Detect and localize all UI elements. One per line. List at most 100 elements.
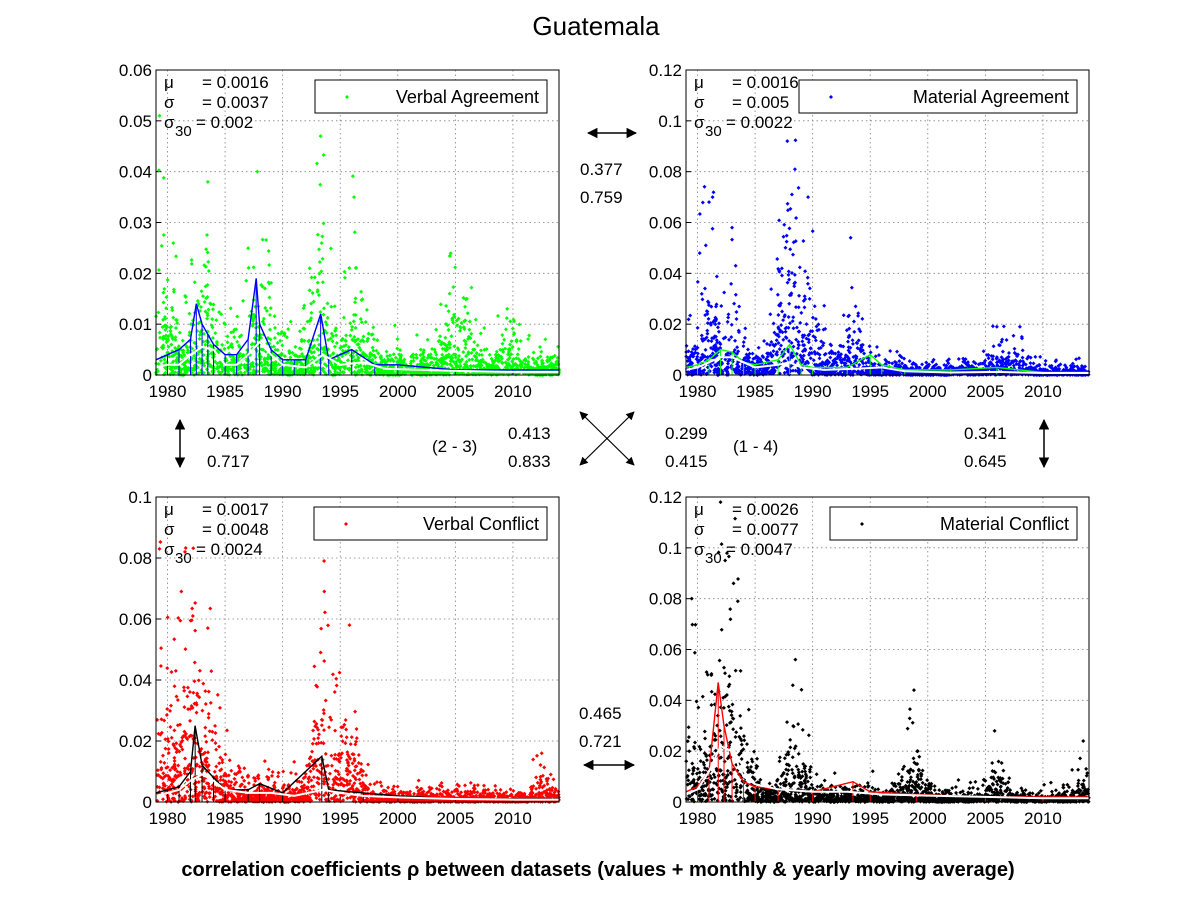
data-point: [289, 360, 294, 365]
y-tick-label: 0.05: [119, 112, 152, 131]
data-point: [315, 346, 320, 351]
data-point: [311, 344, 316, 349]
data-point: [362, 364, 367, 369]
data-point: [203, 264, 208, 269]
data-point: [490, 362, 495, 367]
data-point: [302, 338, 307, 343]
data-point: [307, 266, 312, 271]
data-point: [323, 320, 328, 325]
data-point: [175, 321, 180, 326]
data-point: [454, 362, 459, 367]
data-point: [236, 365, 241, 370]
x-tick-label: 1995: [321, 382, 359, 401]
data-point: [309, 275, 314, 280]
data-point: [156, 168, 161, 173]
data-point: [398, 358, 403, 363]
data-point: [470, 357, 475, 362]
data-point: [282, 331, 287, 336]
data-point: [450, 356, 455, 361]
data-point: [428, 352, 433, 357]
stat-value: = 0.0022: [726, 113, 793, 132]
data-point: [448, 251, 453, 256]
data-point: [242, 370, 247, 375]
data-point: [201, 353, 206, 358]
data-point: [361, 334, 366, 339]
data-point: [353, 325, 358, 330]
data-point: [537, 344, 542, 349]
data-point: [317, 365, 322, 370]
data-point: [315, 337, 320, 342]
data-point: [162, 286, 167, 291]
data-point: [162, 315, 167, 320]
data-point: [446, 309, 451, 314]
data-point: [454, 323, 459, 328]
data-point: [162, 357, 167, 362]
data-point: [321, 221, 326, 226]
data-point: [185, 358, 190, 363]
data-point: [330, 352, 335, 357]
data-point: [197, 332, 202, 337]
data-point: [319, 269, 324, 274]
data-point: [299, 361, 304, 366]
data-point: [288, 319, 293, 324]
data-point: [425, 362, 430, 367]
data-point: [518, 339, 523, 344]
x-tick-label: 2000: [379, 809, 417, 828]
x-tick-label: 2005: [436, 809, 474, 828]
data-point: [173, 370, 178, 375]
data-point: [217, 371, 222, 376]
data-point: [356, 355, 361, 360]
data-point: [463, 342, 468, 347]
data-point: [440, 352, 445, 357]
data-point: [266, 369, 271, 374]
data-point: [358, 316, 363, 321]
data-point: [351, 312, 356, 317]
data-point: [330, 339, 335, 344]
data-point: [438, 334, 443, 339]
data-point: [205, 250, 210, 255]
data-point: [307, 288, 312, 293]
x-tick-label: 1995: [321, 809, 359, 828]
data-point: [156, 310, 161, 315]
data-point: [526, 337, 531, 342]
data-point: [164, 333, 169, 338]
legend-label: Material Agreement: [913, 87, 1069, 107]
data-point: [169, 365, 174, 370]
data-point: [213, 359, 218, 364]
data-point: [158, 335, 163, 340]
data-point: [324, 363, 329, 368]
data-point: [251, 265, 256, 270]
data-point: [178, 369, 183, 374]
data-point: [228, 354, 233, 359]
data-point: [384, 349, 389, 354]
data-point: [351, 319, 356, 324]
data-point: [226, 345, 231, 350]
stat-symbol: μ: [694, 73, 704, 92]
data-point: [234, 327, 239, 332]
data-point: [376, 351, 381, 356]
data-point: [297, 329, 302, 334]
data-point: [201, 331, 206, 336]
data-point: [465, 337, 470, 342]
data-point: [205, 316, 210, 321]
data-point: [347, 367, 352, 372]
data-point: [443, 335, 448, 340]
data-point: [509, 339, 514, 344]
data-point: [251, 318, 256, 323]
data-point: [309, 316, 314, 321]
data-point: [242, 365, 247, 370]
data-point: [540, 362, 545, 367]
data-point: [229, 357, 234, 362]
data-point: [321, 369, 326, 374]
data-point: [161, 317, 166, 322]
x-tick-label: 2005: [966, 382, 1004, 401]
x-tick-label: 2005: [436, 382, 474, 401]
data-point: [302, 303, 307, 308]
data-point: [451, 359, 456, 364]
data-point: [209, 323, 214, 328]
data-point: [463, 345, 468, 350]
data-point: [409, 353, 414, 358]
data-point: [366, 331, 371, 336]
data-point: [250, 361, 255, 366]
